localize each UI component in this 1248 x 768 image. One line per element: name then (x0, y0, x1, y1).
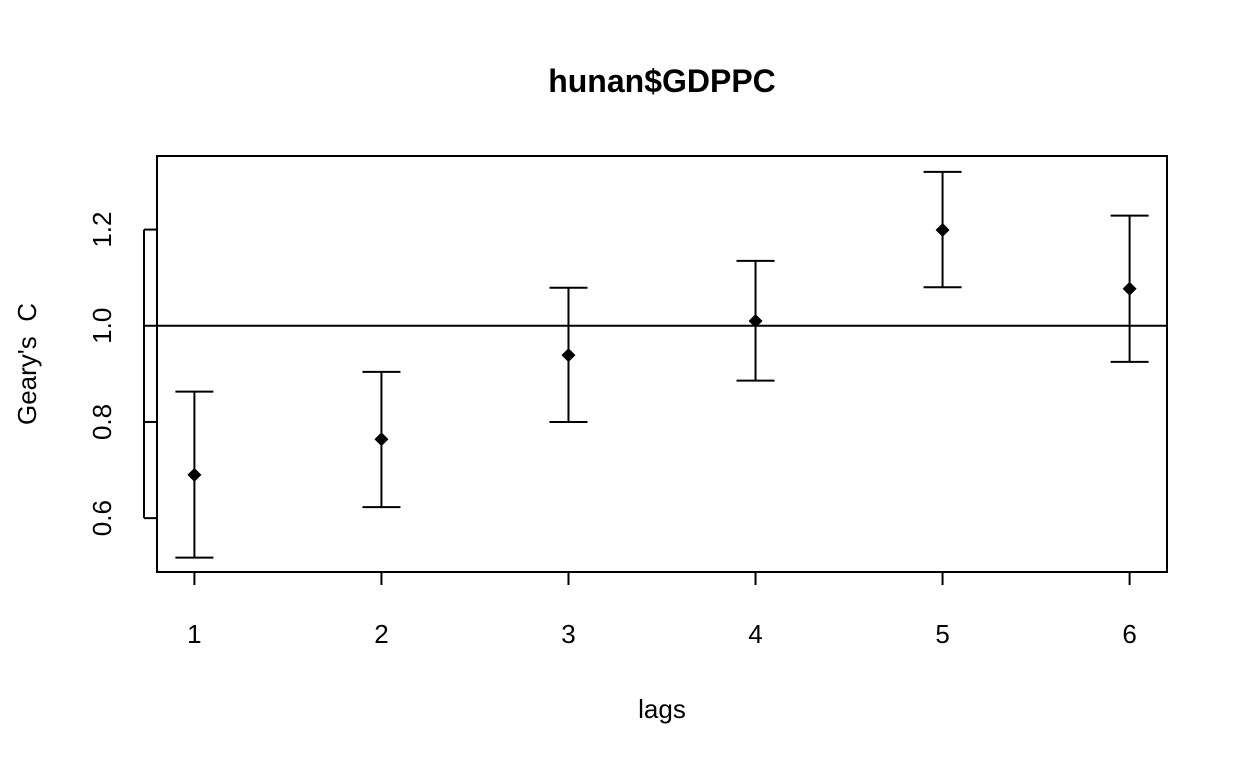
y-axis-label: Geary's C (12, 303, 42, 425)
x-tick-label-5: 5 (935, 619, 949, 649)
plot-frame (156, 155, 1168, 573)
x-tick-label-2: 2 (374, 619, 388, 649)
x-tick-label-1: 1 (187, 619, 201, 649)
x-axis: 1 2 3 4 5 6 (187, 572, 1137, 649)
chart-title: hunan$GDPPC (548, 63, 776, 99)
data-point-3 (561, 348, 576, 363)
y-tick-label-1.0: 1.0 (87, 308, 117, 344)
data-point-4 (748, 313, 763, 328)
error-bars (175, 170, 1149, 559)
y-tick-label-1.2: 1.2 (87, 212, 117, 248)
data-point-5 (935, 223, 950, 238)
y-tick-label-0.8: 0.8 (87, 404, 117, 440)
data-point-1 (187, 467, 202, 482)
data-points (187, 223, 1137, 482)
x-axis-label: lags (638, 694, 686, 724)
x-tick-label-6: 6 (1122, 619, 1136, 649)
y-tick-label-0.6: 0.6 (87, 500, 117, 536)
data-point-6 (1122, 281, 1137, 296)
x-tick-label-3: 3 (561, 619, 575, 649)
y-axis: 0.6 0.8 1.0 1.2 (87, 212, 157, 536)
x-tick-label-4: 4 (748, 619, 762, 649)
data-point-2 (374, 432, 389, 447)
